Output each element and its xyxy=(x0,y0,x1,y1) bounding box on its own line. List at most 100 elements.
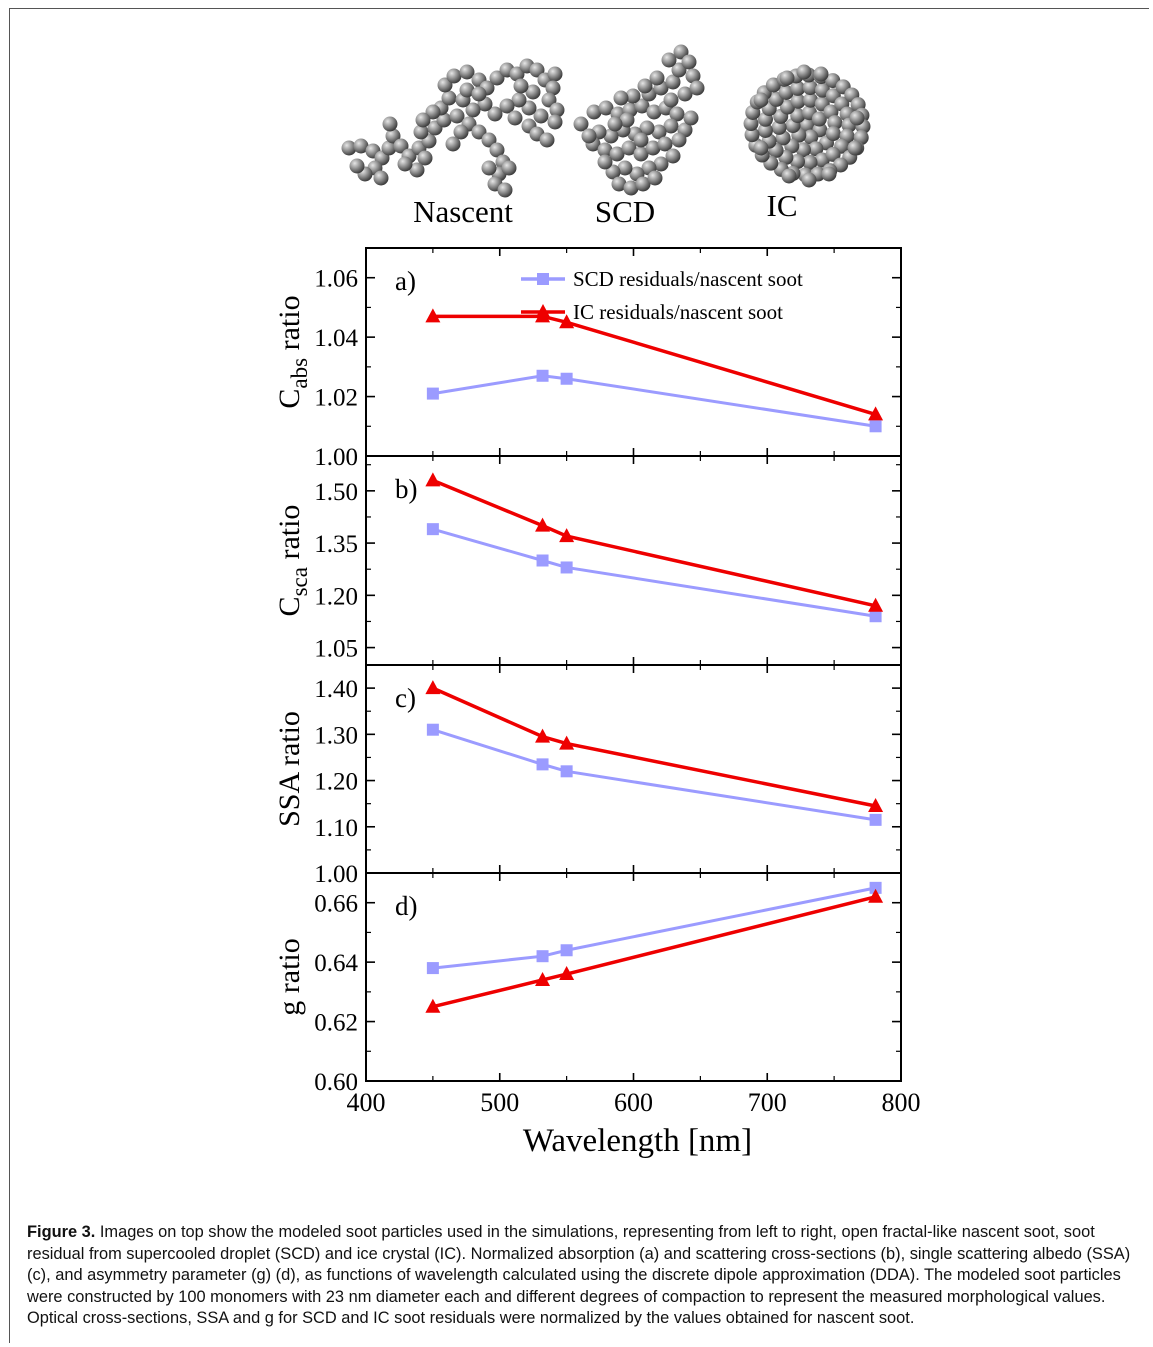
data-point xyxy=(560,944,573,957)
legend-text: SCD residuals/nascent soot xyxy=(573,267,803,291)
panel-c: 1.00 1.10 1.20 1.30 1.40 c) SSA ratio xyxy=(273,664,902,888)
x-tick-label: 500 xyxy=(480,1088,519,1117)
sphere xyxy=(825,146,841,162)
data-point xyxy=(535,971,551,986)
sphere xyxy=(525,84,541,100)
y-tick-label: 0.60 xyxy=(314,1069,358,1096)
sphere xyxy=(549,102,565,118)
series-ic xyxy=(425,308,884,421)
sphere xyxy=(397,156,413,172)
caption-text: Images on top show the modeled soot part… xyxy=(27,1223,1131,1327)
sphere xyxy=(573,116,589,132)
sphere xyxy=(393,138,409,154)
sphere xyxy=(353,138,369,154)
data-point xyxy=(426,723,439,736)
sphere xyxy=(533,108,549,124)
y-tick-label: 1.00 xyxy=(314,444,358,471)
y-axis-label: g ratio xyxy=(273,938,306,1015)
data-point xyxy=(560,765,573,778)
sphere xyxy=(683,110,699,126)
series-scd xyxy=(426,523,882,623)
sphere xyxy=(685,68,701,84)
y-tick-label: 1.00 xyxy=(314,861,358,888)
sphere xyxy=(665,148,681,164)
y-tick-label: 0.62 xyxy=(314,1010,358,1037)
data-point xyxy=(426,387,439,400)
sphere xyxy=(609,146,625,162)
panel-label: b) xyxy=(395,474,418,504)
sphere xyxy=(771,119,787,135)
ic-particle xyxy=(743,64,871,188)
sphere xyxy=(521,100,537,116)
sphere xyxy=(415,112,431,128)
sphere xyxy=(796,64,812,80)
sphere xyxy=(446,68,462,84)
y-tick-label: 1.30 xyxy=(314,722,358,749)
sphere xyxy=(499,98,515,114)
sphere xyxy=(649,70,665,86)
data-point xyxy=(868,888,884,903)
sphere xyxy=(645,140,661,156)
sphere xyxy=(671,62,687,78)
panel-d: 0.60 0.62 0.64 0.66 d) g ratio 400 500 600 700 800… xyxy=(273,872,921,1159)
sphere xyxy=(603,128,619,144)
sphere xyxy=(633,146,649,162)
y-axis-label: Cabs ratio xyxy=(273,295,312,408)
panel-a: 1.00 1.02 1.04 1.06 a) Cabs ratio SCD residual… xyxy=(273,247,902,471)
sphere xyxy=(778,84,794,100)
data-point xyxy=(425,308,441,323)
particle-images xyxy=(341,44,871,198)
data-point xyxy=(560,372,573,385)
sphere xyxy=(611,176,627,192)
sphere xyxy=(385,128,401,144)
sphere xyxy=(657,136,673,152)
sphere xyxy=(547,66,563,82)
sphere xyxy=(689,80,705,96)
sphere xyxy=(381,140,397,156)
y-tick-label: 1.10 xyxy=(314,815,358,842)
sphere xyxy=(529,62,545,78)
data-point xyxy=(868,406,884,421)
sphere xyxy=(425,104,441,120)
data-point xyxy=(425,998,441,1013)
sphere xyxy=(613,90,629,106)
data-point xyxy=(425,680,441,695)
y-axis-label: SSA ratio xyxy=(273,711,306,827)
data-point xyxy=(868,797,884,812)
data-point xyxy=(426,962,439,975)
sphere xyxy=(847,140,863,156)
sphere xyxy=(651,124,667,140)
sphere xyxy=(637,78,653,94)
data-point xyxy=(535,728,551,743)
x-tick-label: 400 xyxy=(347,1088,386,1117)
data-point xyxy=(868,597,884,612)
sphere xyxy=(598,100,614,116)
data-point xyxy=(536,369,549,382)
series-scd xyxy=(426,881,882,975)
sphere xyxy=(621,140,637,156)
y-tick-label: 1.50 xyxy=(314,479,358,506)
sphere xyxy=(341,140,357,156)
legend-entry-scd: SCD residuals/nascent soot xyxy=(521,267,803,291)
y-tick-label: 1.40 xyxy=(314,676,358,703)
data-point xyxy=(869,813,882,826)
sphere xyxy=(827,115,843,131)
series-scd xyxy=(426,723,882,826)
panel-label: a) xyxy=(395,266,416,296)
sphere xyxy=(547,114,563,130)
sphere xyxy=(801,172,817,188)
sphere xyxy=(373,170,389,186)
sphere xyxy=(665,74,681,90)
data-point xyxy=(425,472,441,487)
series-line xyxy=(432,374,876,428)
sphere xyxy=(617,160,633,176)
sphere xyxy=(635,176,651,192)
sphere xyxy=(744,127,760,143)
sphere xyxy=(409,162,425,178)
data-point xyxy=(559,735,575,750)
x-tick-label: 600 xyxy=(614,1088,653,1117)
legend-marker xyxy=(537,273,549,285)
sphere xyxy=(581,128,597,144)
legend-text: IC residuals/nascent soot xyxy=(573,300,783,324)
sphere xyxy=(795,142,811,158)
